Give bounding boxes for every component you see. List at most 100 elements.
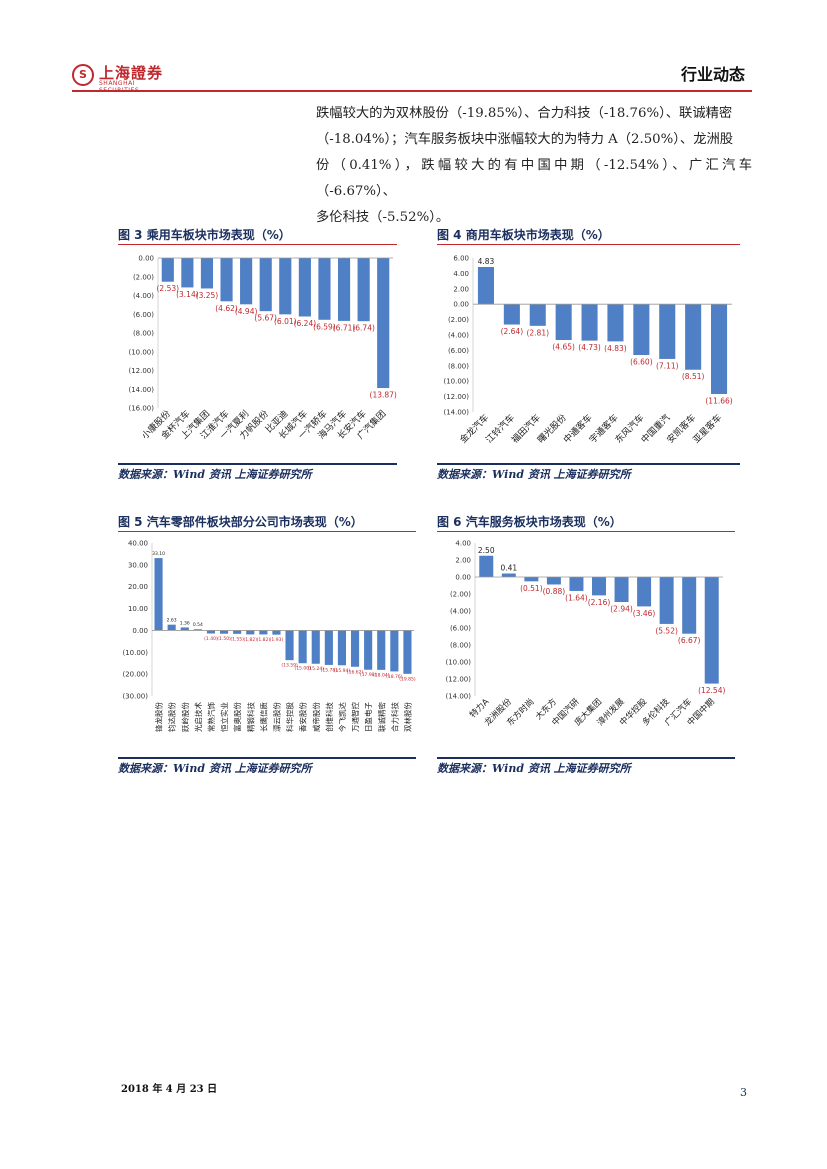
bar [350, 630, 360, 667]
category-label: 富奥股份 [232, 702, 242, 732]
body-line: （-18.04%）；汽车服务板块中涨幅较大的为特力 A（2.50%）、龙洲股 [316, 132, 734, 147]
figure-title-rule [118, 531, 416, 532]
bar [546, 577, 561, 585]
data-label: (2.53) [157, 284, 180, 293]
data-label: 33.10 [152, 551, 165, 557]
chart-auto-parts: 40.00 30.00 20.00 10.00 0.00 (10.00) (20.00) (3… [122, 540, 416, 733]
category-label: 双林股份 [402, 702, 412, 732]
category-label: 跃岭股份 [180, 702, 190, 732]
bar [357, 258, 370, 322]
y-tick-label: (10.00) [443, 378, 469, 386]
y-tick-label: 4.00 [453, 270, 469, 278]
data-label: (8.51) [682, 372, 705, 381]
bar [607, 304, 624, 342]
data-label: 1.36 [180, 620, 190, 626]
data-label: 2.50 [478, 546, 495, 555]
y-tick-label: 2.00 [455, 557, 471, 565]
data-label: (5.52) [655, 626, 678, 635]
data-label: (13.87) [370, 391, 397, 400]
category-label: 联诚精密 [376, 702, 386, 732]
data-label: (16.62) [347, 669, 364, 675]
body-paragraph: 跌幅较大的为双林股份（-19.85%）、合力科技（-18.76%）、联诚精密 （… [316, 101, 752, 231]
bar [240, 258, 253, 305]
y-tick-label: (10.00) [128, 348, 154, 356]
y-tick-label: (4.00) [450, 608, 471, 616]
category-label: 日盈电子 [363, 702, 373, 732]
data-label: (2.16) [588, 598, 611, 607]
data-label: (1.64) [565, 593, 588, 602]
data-label: (4.94) [235, 307, 258, 316]
category-label: 香安股份 [298, 702, 308, 732]
figure-title: 图 6 汽车服务板块市场表现（%） [437, 515, 622, 529]
figure-source-rule [118, 463, 397, 465]
data-label: (6.74) [352, 324, 375, 333]
y-tick-label: (30.00) [122, 693, 148, 701]
page-number: 3 [740, 1086, 747, 1099]
logo-name: 上海證券 [99, 64, 164, 82]
bar [364, 630, 373, 670]
data-label: (0.88) [543, 587, 566, 596]
bar [377, 258, 390, 389]
logo-mark: S [72, 64, 94, 86]
data-label: (1.82) [243, 637, 257, 643]
y-tick-label: (10.00) [445, 659, 471, 667]
y-tick-label: (20.00) [122, 671, 148, 679]
footer-date: 2018 年 4 月 23 日 [121, 1084, 218, 1095]
data-label: (3.46) [633, 609, 656, 618]
figure-6: 图 6 汽车服务板块市场表现（%） 4.00 2.00 0.00 (2.00) (4.0… [437, 513, 737, 775]
data-label: (18.04) [373, 672, 390, 678]
figure-source: 数据来源：Wind 资讯 上海证券研究所 [437, 468, 631, 481]
bar [181, 258, 194, 288]
category-label: 今飞凯达 [337, 702, 347, 732]
bar [285, 630, 294, 661]
header-divider [72, 90, 752, 92]
category-label: 钧达股份 [167, 702, 177, 732]
bar [685, 304, 702, 370]
figure-4: 图 4 商用车板块市场表现（%） 6.00 4.00 2.00 0.00 (2.00) (… [437, 226, 740, 486]
data-label: (15.78) [321, 667, 338, 673]
y-tick-label: 2.00 [453, 285, 469, 293]
y-tick-label: 40.00 [128, 540, 148, 548]
data-label: (4.73) [578, 343, 601, 352]
y-tick-label: (10.00) [122, 649, 148, 657]
chart-auto-services: 4.00 2.00 0.00 (2.00) (4.00) (6.00) (8.00) (10.… [445, 540, 725, 729]
y-tick-label: (8.00) [133, 330, 154, 338]
data-label: (6.60) [630, 358, 653, 367]
figure-title: 图 4 商用车板块市场表现（%） [437, 228, 610, 242]
y-tick-label: 6.00 [453, 255, 469, 263]
y-tick-label: (16.00) [128, 405, 154, 413]
bar [555, 304, 572, 341]
y-tick-label: (12.00) [128, 367, 154, 375]
bar [592, 577, 606, 596]
section-title: 行业动态 [680, 65, 745, 84]
bar [633, 304, 650, 356]
data-label: (1.93) [270, 637, 284, 643]
bar [193, 629, 202, 631]
bar [637, 577, 652, 607]
bar [581, 304, 598, 341]
y-tick-label: (14.00) [443, 409, 469, 417]
data-label: (19.85) [399, 676, 416, 682]
bar [337, 630, 347, 666]
data-label: (18.76) [386, 674, 403, 680]
y-tick-label: 10.00 [128, 605, 148, 613]
data-label: (1.82) [257, 637, 271, 643]
bar [272, 630, 281, 635]
chart-passenger-vehicles: 0.00 (2.00) (4.00) (6.00) (8.00) (10.00) (12.0… [128, 255, 397, 442]
data-label: (4.65) [552, 343, 575, 352]
data-label: 0.54 [193, 622, 203, 628]
bar [659, 577, 674, 624]
data-label: (7.11) [656, 361, 679, 370]
bar [403, 630, 412, 674]
bar [682, 577, 697, 634]
body-line: 跌幅较大的为双林股份（-19.85%）、合力科技（-18.76%）、联诚精密 [316, 106, 733, 121]
data-label: (1.55) [230, 636, 244, 642]
y-tick-label: 20.00 [128, 583, 148, 591]
bar [200, 258, 214, 289]
bar [161, 258, 174, 282]
category-label: 合力科技 [389, 702, 399, 732]
bar [311, 630, 320, 664]
category-label: 漂云股份 [271, 702, 281, 732]
bar [390, 630, 399, 672]
data-label: (15.24) [308, 666, 325, 672]
